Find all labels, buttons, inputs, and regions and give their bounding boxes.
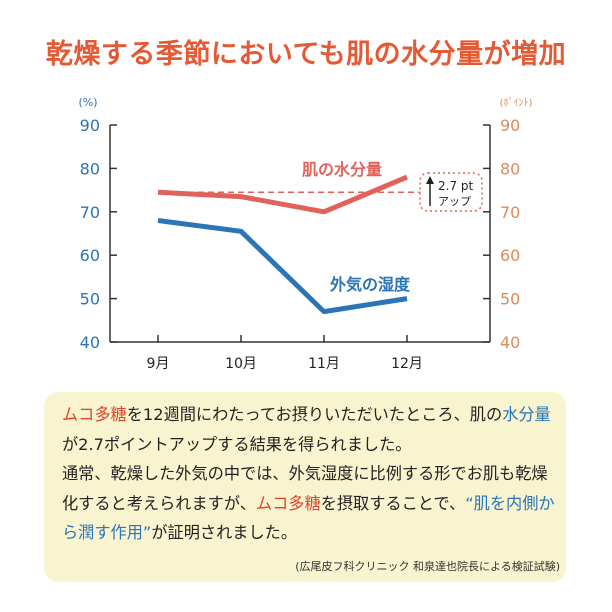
left-tick-label: 90 [80,116,100,135]
left-tick-label: 70 [80,203,100,222]
right-tick-label: 60 [500,246,520,265]
series-label-1: 外気の湿度 [329,275,411,294]
left-tick-label: 50 [80,290,100,309]
series-line-1 [157,218,408,315]
series-label-0: 肌の水分量 [302,160,382,179]
x-tick-label: 9月 [147,356,170,372]
note-text-2c: が証明されました。 [151,523,298,542]
note-text-1b: が2.7ポイントアップする結果を得られました。 [62,434,412,454]
note-text: ムコ多糖を12週間にわたってお摂りいただいたところ、肌の水分量が2.7ポイントア… [62,400,562,548]
x-tick-label: 10月 [225,356,257,372]
line-chart: (%) (ﾎﾟｲﾝﾄ) 40 50 60 70 80 90 40 50 60 70 80 90 9月 10月… [78,96,533,372]
right-tick-label: 80 [500,159,520,178]
note-text-1a: を12週間にわたってお摂りいただいたところ、肌の [126,405,503,424]
right-tick-label: 70 [500,203,520,222]
note-highlight-muco-1: ムコ多糖 [62,405,127,424]
note-text-2a: 通常、乾燥した外気の中では、外気湿度に比例する形でお肌も乾燥化すると考えられます… [62,464,548,513]
arrow-head-icon [426,176,434,184]
x-tick-label: 11月 [308,356,340,372]
right-axis-unit: (ﾎﾟｲﾝﾄ) [500,97,533,109]
right-tick-label: 40 [500,333,520,352]
note-text-2b: を摂取することで、 [320,493,466,513]
x-tick-label: 12月 [391,356,423,372]
note-panel [44,392,566,582]
ticks: 40 50 60 70 80 90 40 50 60 70 80 90 9月 10月 11月 12月 [80,116,521,372]
left-tick-label: 40 [80,333,100,352]
chart-title: 乾燥する季節においても肌の水分量が増加 [45,39,567,70]
annotation-text: アップ [438,195,471,208]
source-note: (広尾皮フ科クリニック 和泉達也院長による検証試験) [295,560,560,573]
annotations: 2.7 pt アップ [158,172,483,212]
note-highlight-water: 水分量 [502,405,551,424]
left-tick-label: 60 [80,246,100,265]
series-line-0 [157,174,408,215]
note-highlight-effect: “肌を内側から潤す作用” [62,493,555,543]
note-highlight-muco-2: ムコ多糖 [255,493,321,513]
left-axis-unit: (%) [78,96,97,109]
right-tick-label: 50 [500,290,520,309]
left-tick-label: 80 [80,159,100,178]
annotation-value: 2.7 pt [438,179,474,193]
right-tick-label: 90 [500,116,520,135]
annotation-box [419,172,483,212]
axes: (%) (ﾎﾟｲﾝﾄ) [78,96,533,343]
